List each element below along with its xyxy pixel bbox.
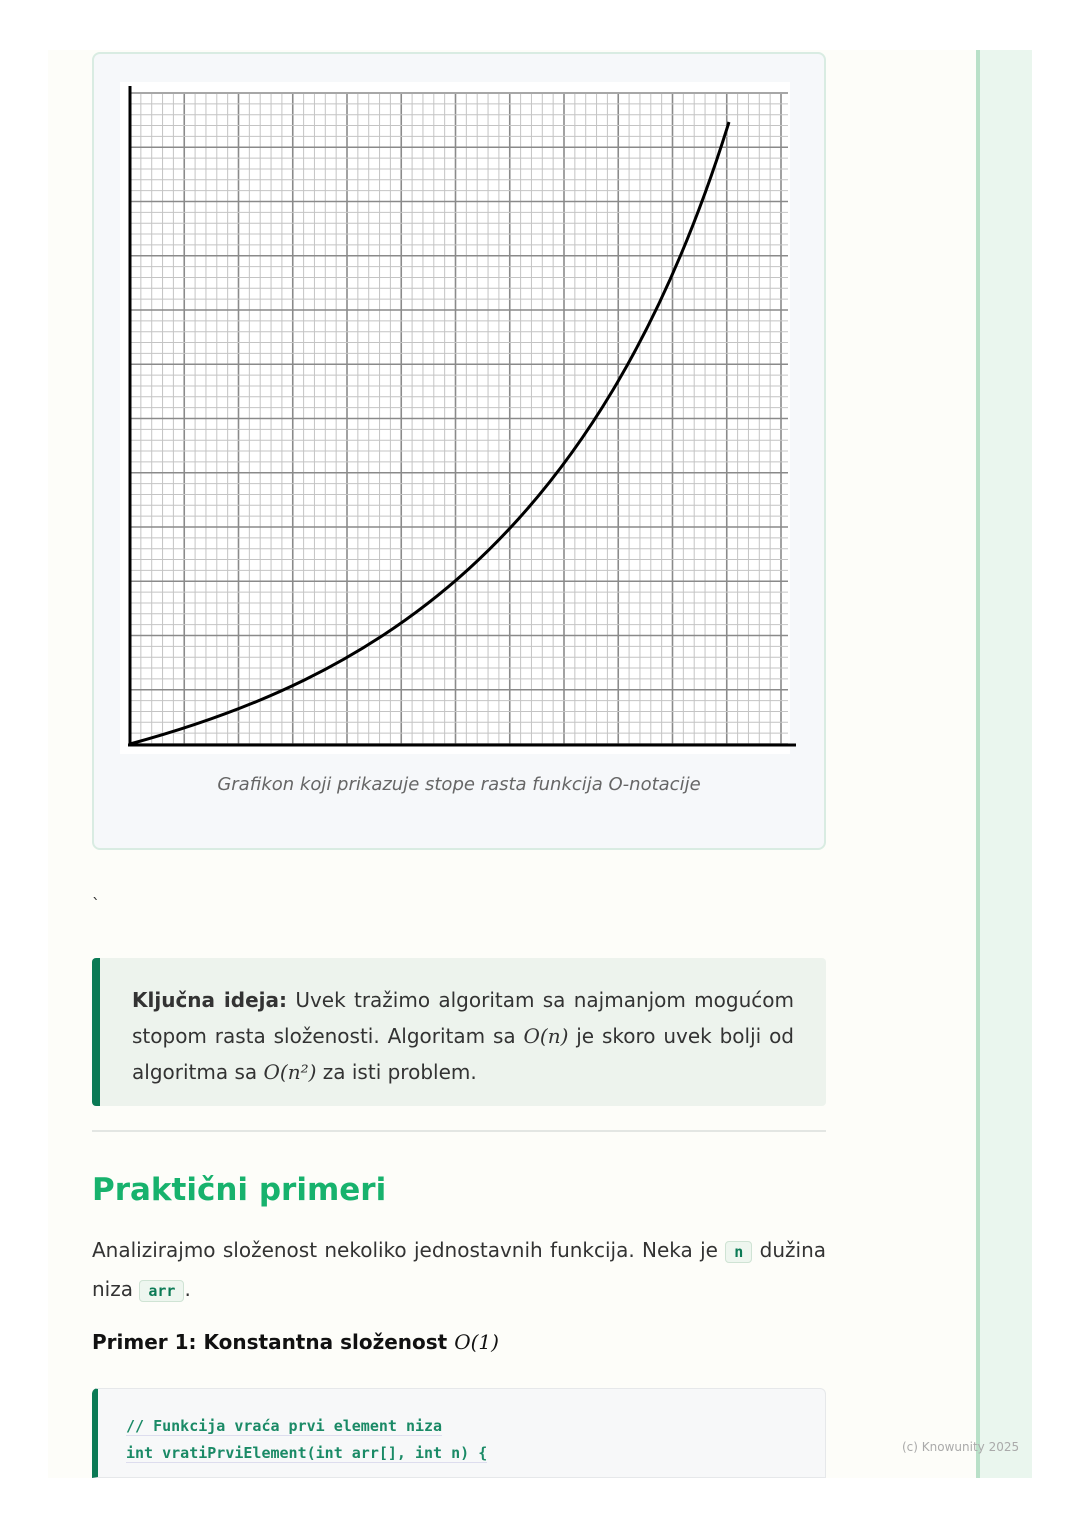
growth-curve — [129, 121, 731, 746]
math: O(n) — [523, 1024, 569, 1048]
callout-label: Ključna ideja: — [132, 988, 288, 1012]
code-line: int vratiPrviElement(int arr[], int n) { — [126, 1444, 488, 1463]
side-strip — [976, 50, 1032, 1478]
inline-code: arr — [139, 1280, 185, 1302]
text: Primer 1: Konstantna složenost — [92, 1330, 455, 1354]
intro-paragraph: Analizirajmo složenost nekoliko jednosta… — [92, 1232, 826, 1310]
callout-text: je skoro uvek bolji od algoritma sa — [132, 1024, 795, 1084]
example-title: Primer 1: Konstantna složenost O(1) — [92, 1330, 499, 1354]
callout-text: za isti problem. — [316, 1060, 477, 1084]
code-line: // Funkcija vraća prvi element niza — [126, 1417, 443, 1436]
figure: Grafikon koji prikazuje stope rasta funk… — [92, 52, 826, 850]
math: O(1) — [454, 1330, 499, 1354]
footer-copyright: (c) Knowunity 2025 — [902, 1440, 1020, 1454]
code-block: // Funkcija vraća prvi element niza int … — [92, 1388, 826, 1478]
inline-code: n — [725, 1241, 753, 1263]
key-idea-callout: Ključna ideja: Uvek tražimo algoritam sa… — [92, 958, 826, 1106]
text: . — [184, 1277, 191, 1301]
callout-text: Uvek tražimo algoritam sa najmanjom mogu… — [132, 988, 794, 1048]
text: Analizirajmo složenost nekoliko jednosta… — [92, 1238, 726, 1262]
divider — [92, 1130, 826, 1132]
figure-caption: Grafikon koji prikazuje stope rasta funk… — [217, 774, 701, 795]
text: dužina niza — [92, 1238, 827, 1301]
stray-mark: ` — [92, 895, 100, 914]
section-title: Praktični primeri — [92, 1172, 387, 1208]
math: O(n²) — [263, 1060, 317, 1084]
growth-graph-image — [120, 82, 796, 754]
